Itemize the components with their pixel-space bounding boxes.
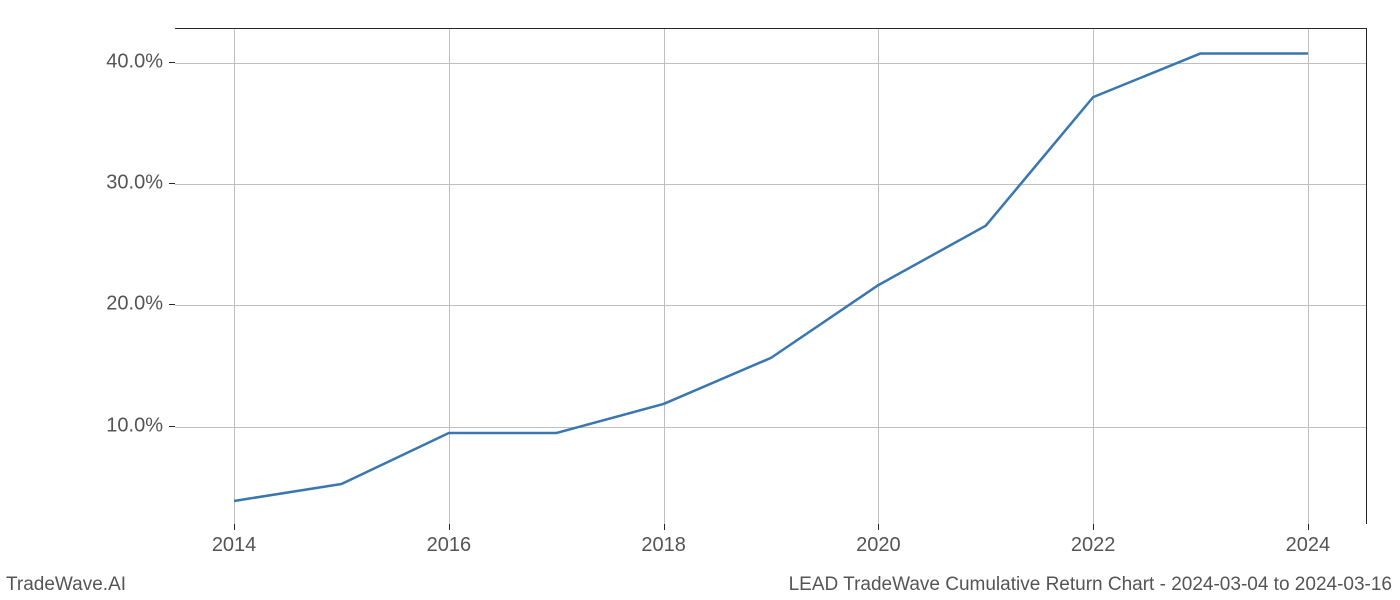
x-tick-label: 2020 [856, 534, 901, 557]
x-tick-mark [1308, 524, 1309, 530]
footer-right-label: LEAD TradeWave Cumulative Return Chart -… [789, 574, 1392, 596]
x-tick-mark [234, 524, 235, 530]
y-tick-mark [169, 62, 175, 63]
x-tick-mark [449, 524, 450, 530]
chart-line-layer [0, 0, 1400, 600]
y-tick-mark [169, 426, 175, 427]
y-tick-label: 10.0% [106, 414, 163, 437]
x-tick-label: 2016 [427, 534, 472, 557]
chart-container: 2014 2016 2018 2020 2022 2024 10.0% 20.0% 30.0% 4… [0, 0, 1400, 600]
x-tick-label: 2022 [1071, 534, 1116, 557]
x-tick-mark [1093, 524, 1094, 530]
y-tick-label: 20.0% [106, 293, 163, 316]
y-tick-label: 40.0% [106, 50, 163, 73]
y-tick-label: 30.0% [106, 172, 163, 195]
y-tick-mark [169, 304, 175, 305]
x-tick-label: 2024 [1286, 534, 1331, 557]
y-tick-mark [169, 183, 175, 184]
x-tick-mark [878, 524, 879, 530]
x-tick-mark [664, 524, 665, 530]
x-tick-label: 2018 [641, 534, 686, 557]
x-tick-label: 2014 [212, 534, 257, 557]
footer-left-label: TradeWave.AI [6, 574, 126, 596]
return-series-line [234, 53, 1308, 500]
